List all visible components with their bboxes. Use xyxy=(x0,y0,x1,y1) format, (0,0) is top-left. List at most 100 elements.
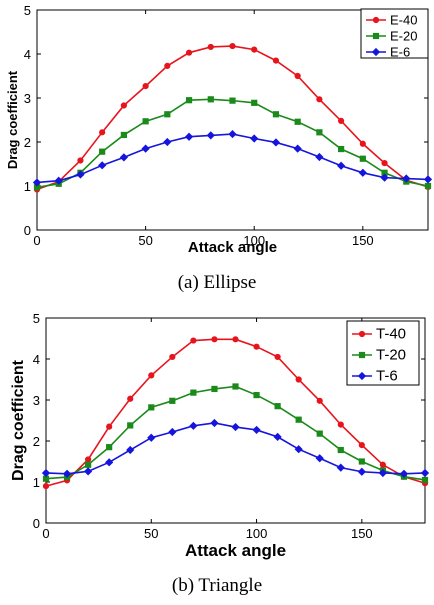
data-point xyxy=(372,16,380,24)
caption-ellipse: (a) Ellipse xyxy=(177,272,257,293)
legend-label: E-20 xyxy=(390,29,417,44)
legend-entry: T-20 xyxy=(352,347,406,364)
data-point xyxy=(424,182,432,190)
data-point xyxy=(420,468,430,478)
data-point xyxy=(232,336,239,343)
data-point xyxy=(357,467,366,476)
data-point xyxy=(168,427,177,437)
data-point xyxy=(423,175,433,184)
data-point xyxy=(185,49,193,56)
data-point xyxy=(316,430,323,437)
series-e-6 xyxy=(32,129,433,187)
data-point xyxy=(229,42,236,50)
data-point xyxy=(184,132,194,141)
series-line xyxy=(45,385,426,481)
data-point xyxy=(421,476,429,484)
data-point xyxy=(359,140,366,147)
series-e-40 xyxy=(33,42,432,193)
data-point xyxy=(99,129,106,136)
y-axis-label: Drag coefficient xyxy=(5,70,20,169)
legend-label: E-6 xyxy=(390,45,410,60)
x-tick-label: 100 xyxy=(246,526,268,541)
data-point xyxy=(295,416,302,423)
data-point xyxy=(294,118,301,125)
legend: E-40E-20E-6 xyxy=(360,8,429,60)
data-point xyxy=(210,418,219,428)
y-tick-label: 2 xyxy=(24,135,31,150)
x-tick-label: 50 xyxy=(144,526,158,541)
data-point xyxy=(338,145,345,153)
data-point xyxy=(85,456,92,463)
data-point xyxy=(271,138,281,147)
data-point xyxy=(295,376,302,383)
x-tick-label: 150 xyxy=(352,233,374,248)
data-point xyxy=(141,144,150,153)
data-point xyxy=(272,57,280,64)
data-point xyxy=(250,134,259,143)
data-point xyxy=(98,161,107,170)
y-tick-label: 5 xyxy=(24,3,31,18)
legend-entry: T-40 xyxy=(352,326,406,343)
data-point xyxy=(127,422,134,429)
data-point xyxy=(358,351,366,359)
caption-triangle: (b) Triangle xyxy=(171,575,263,596)
data-point xyxy=(32,178,42,187)
chart-panel-ellipse: 0 50 100 150 0 1 2 3 4 5 Attack angle Drag coeffici… xyxy=(5,3,433,256)
data-point xyxy=(105,458,114,467)
data-point xyxy=(211,385,218,393)
data-point xyxy=(148,404,155,411)
x-axis-label: Attack angle xyxy=(188,239,277,256)
data-point xyxy=(336,463,345,472)
data-point xyxy=(164,111,171,118)
data-point xyxy=(77,157,84,164)
data-point xyxy=(316,397,323,404)
data-point xyxy=(120,131,127,139)
data-point xyxy=(229,97,236,104)
legend: T-40 T-20 T-6 xyxy=(346,320,420,386)
data-point xyxy=(228,129,237,139)
chart-panel-triangle: 0 50 100 150 0 1 2 3 4 5 Attack angle Drag coeffici… xyxy=(10,311,430,560)
data-point xyxy=(337,446,344,454)
data-point xyxy=(337,421,344,428)
data-point xyxy=(148,372,155,379)
x-tick-label: 50 xyxy=(138,233,152,248)
y-tick-label: 5 xyxy=(33,311,40,326)
y-tick-label: 3 xyxy=(33,393,40,408)
data-point xyxy=(378,468,387,478)
y-tick-label: 2 xyxy=(33,434,40,449)
data-point xyxy=(294,445,303,454)
data-point xyxy=(126,445,135,455)
data-point xyxy=(294,72,301,80)
legend-label: T-6 xyxy=(376,368,398,385)
y-axis-label: Drag coefficient xyxy=(10,359,27,481)
data-point xyxy=(62,469,72,478)
data-point xyxy=(147,433,156,442)
data-point xyxy=(163,137,172,147)
data-point xyxy=(338,117,345,124)
x-tick-label: 0 xyxy=(42,526,49,541)
data-point xyxy=(372,32,380,40)
data-point xyxy=(211,336,218,343)
y-tick-label: 1 xyxy=(24,179,31,194)
data-point xyxy=(120,102,127,109)
data-point xyxy=(142,118,149,125)
data-point xyxy=(142,83,149,90)
data-point xyxy=(315,152,324,162)
y-tick-label: 0 xyxy=(33,516,40,531)
legend-label: T-40 xyxy=(376,326,406,343)
plot-frame xyxy=(36,9,429,231)
legend-entry: E-40 xyxy=(366,13,417,28)
data-point xyxy=(274,353,281,361)
data-point xyxy=(106,423,113,430)
data-point xyxy=(357,371,367,381)
data-point xyxy=(106,444,113,451)
data-point xyxy=(379,461,386,468)
data-point xyxy=(359,155,366,162)
data-point xyxy=(207,96,214,103)
y-tick-label: 4 xyxy=(33,352,40,367)
legend-label: E-40 xyxy=(390,13,417,28)
x-tick-label: 150 xyxy=(351,526,373,541)
data-point xyxy=(207,43,214,51)
legend-entry: T-6 xyxy=(352,368,398,385)
